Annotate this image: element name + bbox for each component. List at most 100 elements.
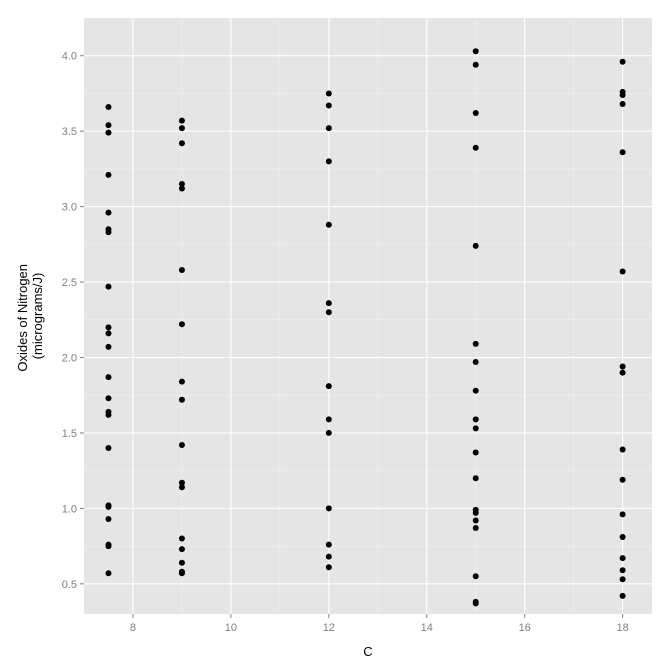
data-point xyxy=(178,140,185,147)
data-point xyxy=(105,503,112,510)
data-point xyxy=(178,396,185,403)
data-point xyxy=(472,475,479,482)
data-point xyxy=(105,209,112,216)
data-point xyxy=(472,48,479,55)
data-point xyxy=(178,378,185,385)
data-point xyxy=(325,221,332,228)
data-point xyxy=(325,553,332,560)
data-point xyxy=(325,541,332,548)
data-point xyxy=(325,125,332,132)
data-point xyxy=(619,369,626,376)
y-axis-title-line-1: Oxides of Nitrogen xyxy=(15,264,30,372)
data-point xyxy=(325,102,332,109)
data-point xyxy=(619,555,626,562)
data-point xyxy=(105,570,112,577)
data-point xyxy=(105,395,112,402)
data-point xyxy=(105,129,112,136)
data-point xyxy=(178,442,185,449)
data-point xyxy=(178,185,185,192)
y-tick-label: 3.0 xyxy=(62,202,77,214)
data-point xyxy=(105,543,112,550)
data-point xyxy=(178,117,185,124)
minor-gridlines xyxy=(84,18,652,614)
data-point xyxy=(325,90,332,97)
data-point xyxy=(472,509,479,516)
data-point xyxy=(178,546,185,553)
x-axis-title: C xyxy=(363,644,372,659)
y-axis-ticks: 0.5 1.0 1.5 2.0 2.5 3.0 3.5 4.0 xyxy=(62,51,84,591)
data-point xyxy=(178,535,185,542)
data-point xyxy=(472,242,479,249)
data-point xyxy=(619,576,626,583)
data-point xyxy=(619,58,626,65)
data-point xyxy=(178,125,185,132)
x-tick-label: 8 xyxy=(130,622,136,634)
data-point xyxy=(619,149,626,156)
data-point xyxy=(472,144,479,151)
x-tick-label: 14 xyxy=(421,622,433,634)
data-point xyxy=(105,330,112,337)
data-point xyxy=(619,101,626,108)
data-point xyxy=(178,479,185,486)
data-point xyxy=(105,445,112,452)
data-point xyxy=(105,343,112,350)
data-point xyxy=(105,229,112,236)
data-point xyxy=(472,416,479,423)
y-tick-label: 4.0 xyxy=(62,51,77,63)
data-point xyxy=(472,524,479,531)
major-gridlines xyxy=(84,18,652,614)
data-point xyxy=(325,158,332,165)
data-point xyxy=(178,484,185,491)
data-point xyxy=(325,383,332,390)
y-tick-label: 2.5 xyxy=(62,277,77,289)
y-tick-label: 1.5 xyxy=(62,428,77,440)
data-point xyxy=(472,449,479,456)
plot-panel xyxy=(84,18,652,614)
y-axis-title: Oxides of Nitrogen (micrograms/J) xyxy=(15,260,45,371)
data-point xyxy=(105,283,112,290)
data-point xyxy=(178,570,185,577)
data-point xyxy=(472,517,479,524)
data-point xyxy=(619,567,626,574)
data-point xyxy=(325,564,332,571)
data-point xyxy=(325,309,332,316)
data-point xyxy=(105,411,112,418)
y-axis-title-line-2: (micrograms/J) xyxy=(30,273,45,360)
data-point xyxy=(619,268,626,275)
x-tick-label: 16 xyxy=(519,622,531,634)
data-point xyxy=(619,476,626,483)
x-tick-label: 12 xyxy=(323,622,335,634)
y-tick-label: 3.5 xyxy=(62,126,77,138)
data-point xyxy=(325,416,332,423)
data-point xyxy=(619,446,626,453)
data-point xyxy=(178,180,185,187)
data-point xyxy=(105,324,112,331)
data-point xyxy=(619,534,626,541)
data-point xyxy=(472,61,479,68)
data-point xyxy=(105,171,112,178)
data-point xyxy=(105,122,112,129)
data-point xyxy=(178,559,185,566)
data-point xyxy=(619,363,626,370)
y-tick-label: 0.5 xyxy=(62,579,77,591)
data-point xyxy=(178,321,185,328)
data-point xyxy=(472,425,479,432)
x-tick-label: 18 xyxy=(616,622,628,634)
data-point xyxy=(472,573,479,580)
data-point xyxy=(325,300,332,307)
data-point xyxy=(105,374,112,381)
y-tick-label: 2.0 xyxy=(62,352,77,364)
data-point xyxy=(472,110,479,117)
data-point xyxy=(619,592,626,599)
x-tick-label: 10 xyxy=(225,622,237,634)
x-axis-ticks: 8 10 12 14 16 18 xyxy=(130,614,629,634)
data-point xyxy=(472,359,479,366)
data-points xyxy=(105,48,626,607)
data-point xyxy=(619,91,626,98)
data-point xyxy=(619,511,626,518)
data-point xyxy=(472,340,479,347)
data-point xyxy=(105,104,112,111)
data-point xyxy=(325,505,332,512)
data-point xyxy=(325,429,332,436)
